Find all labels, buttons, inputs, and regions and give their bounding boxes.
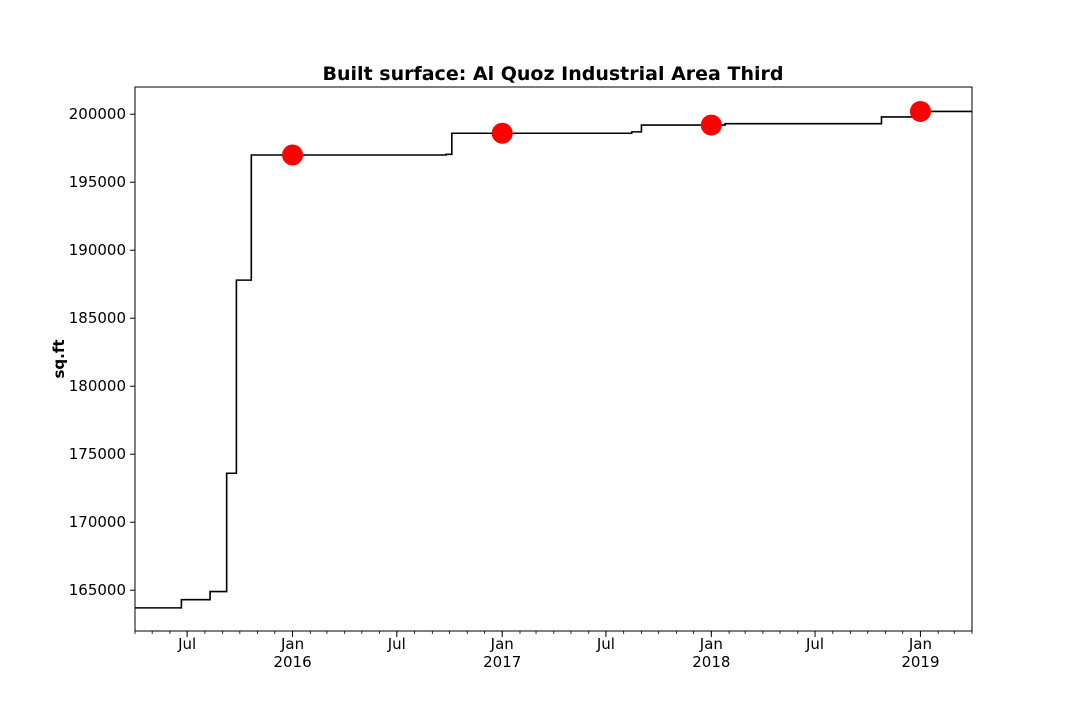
plot-frame xyxy=(134,86,973,632)
x-tick-year-label-2016: 2016 xyxy=(273,653,311,671)
y-tick-label-165000: 165000 xyxy=(69,581,126,599)
y-tick-label-185000: 185000 xyxy=(69,309,126,327)
data-point-marker-2 xyxy=(491,122,513,144)
y-tick-label-170000: 170000 xyxy=(69,513,126,531)
x-tick-label-2018-07-01: Jul xyxy=(805,635,824,653)
y-tick-label-180000: 180000 xyxy=(69,377,126,395)
x-tick-label-2019-01-01: Jan xyxy=(908,635,932,653)
data-point-marker-3 xyxy=(700,114,722,136)
x-tick-label-2016-07-01: Jul xyxy=(387,635,406,653)
y-axis-label: sq.ft xyxy=(50,339,68,378)
y-tick-label-190000: 190000 xyxy=(69,241,126,259)
chart-title: Built surface: Al Quoz Industrial Area T… xyxy=(323,63,784,85)
x-tick-label-2017-07-01: Jul xyxy=(596,635,615,653)
plot-area xyxy=(135,100,972,609)
x-tick-label-2017-01-01: Jan xyxy=(490,635,514,653)
x-tick-year-label-2017: 2017 xyxy=(483,653,521,671)
axes: 165000 170000 175000 180000 185000 190000 1950… xyxy=(69,105,973,671)
x-tick-label-2016-01-01: Jan xyxy=(280,635,304,653)
series-line-built-surface xyxy=(135,110,972,609)
data-point-marker-4 xyxy=(909,100,931,122)
x-tick-label-2015-07-01: Jul xyxy=(177,635,196,653)
x-tick-year-label-2018: 2018 xyxy=(692,653,730,671)
y-tick-label-175000: 175000 xyxy=(69,445,126,463)
y-tick-label-195000: 195000 xyxy=(69,173,126,191)
x-tick-label-2018-01-01: Jan xyxy=(699,635,723,653)
x-tick-year-label-2019: 2019 xyxy=(901,653,939,671)
data-point-marker-1 xyxy=(282,144,304,166)
y-tick-label-200000: 200000 xyxy=(69,105,126,123)
